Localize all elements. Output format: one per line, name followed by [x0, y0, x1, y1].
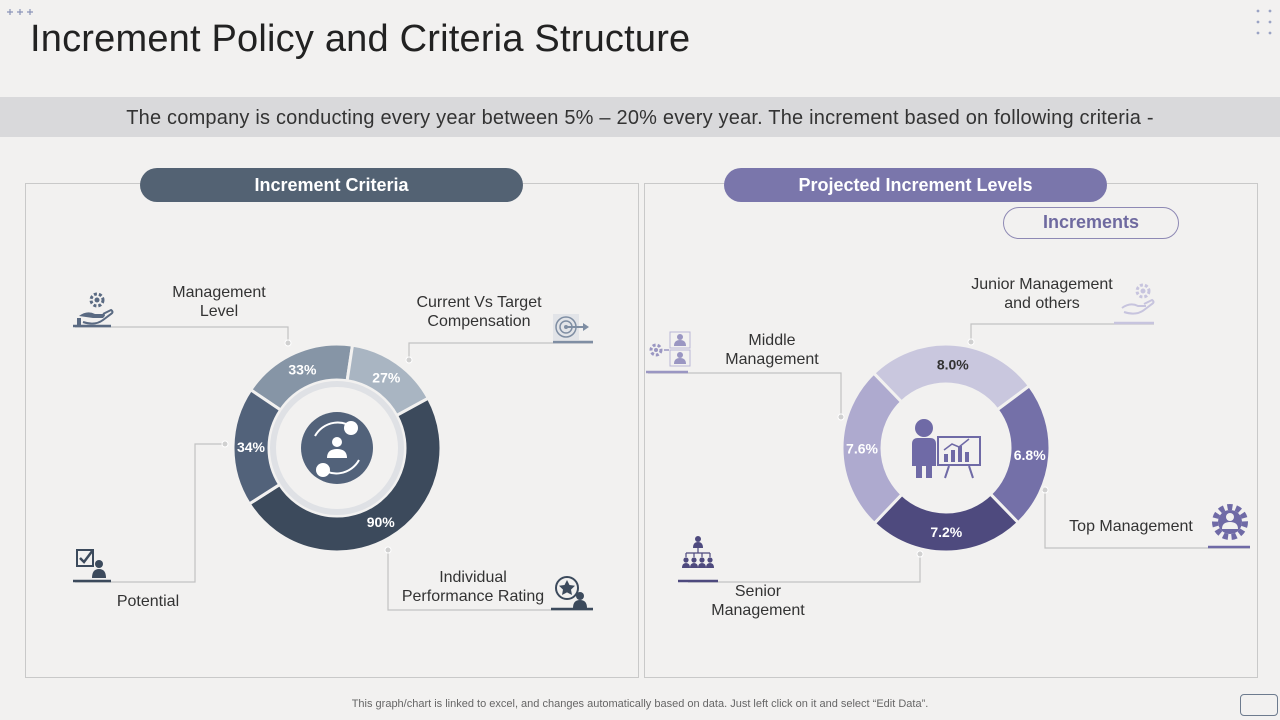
checklist-person-icon [76, 549, 106, 578]
right-donut-value-label: 8.0% [937, 356, 969, 372]
label-individual-performance: Individual Performance Rating [393, 568, 553, 606]
org-chart-icon [682, 536, 714, 568]
right-donut-value-label: 7.6% [846, 440, 878, 456]
label-line: Junior Management [971, 276, 1113, 293]
increments-subheader: Increments [1003, 207, 1179, 239]
left-donut-slice [231, 387, 283, 506]
right-chart: 8.0% 6.8% 7.2% 7.6% [646, 283, 1250, 583]
banner-text: The company is conducting every year bet… [126, 107, 1154, 129]
label-line: Top Management [1069, 518, 1193, 535]
corner-dots-top-right [1254, 8, 1278, 36]
label-potential: Potential [88, 592, 208, 611]
footer-note: This graph/chart is linked to excel, and… [351, 698, 929, 710]
dots-grid-icon [1256, 9, 1272, 35]
label-middle-management: Middle Management [712, 331, 832, 369]
left-connectors [75, 326, 593, 611]
hand-gear-icon [77, 292, 114, 326]
label-line: Current Vs Target [416, 294, 542, 311]
label-line: Management [725, 351, 819, 368]
right-donut-value-label: 6.8% [1014, 447, 1046, 463]
left-donut-value-label: 27% [372, 370, 401, 386]
projected-increment-header: Projected Increment Levels [724, 168, 1107, 202]
right-donut: 8.0% 6.8% 7.2% 7.6% [840, 342, 1052, 554]
hand-gear-light-icon [1121, 283, 1155, 315]
left-chart: 33% 27% 90% 34% [73, 292, 593, 611]
right-donut-slice [840, 371, 905, 526]
label-management-level: Management Level [150, 283, 288, 321]
label-current-vs-target: Current Vs Target Compensation [400, 293, 558, 331]
target-icon [553, 314, 589, 340]
left-donut-value-label: 90% [367, 514, 396, 530]
dots-icon [7, 9, 33, 15]
label-line: Management [172, 284, 266, 301]
gear-person-icon [1212, 504, 1248, 540]
label-line: Management [711, 602, 805, 619]
label-senior-management: Senior Management [698, 582, 818, 620]
label-line: Senior [734, 583, 782, 600]
label-line: Potential [116, 593, 180, 610]
page-title: Increment Policy and Criteria Structure [30, 18, 691, 60]
label-line: and others [1004, 295, 1080, 312]
edit-data-button[interactable] [1240, 694, 1278, 716]
left-donut-value-label: 33% [288, 361, 317, 377]
presenter-board-icon [912, 419, 981, 479]
label-line: Individual [439, 569, 507, 586]
star-award-person-icon [555, 576, 587, 608]
info-banner: The company is conducting every year bet… [0, 97, 1280, 137]
label-top-management: Top Management [1060, 517, 1202, 536]
right-donut-value-label: 7.2% [930, 524, 962, 540]
left-donut-value-label: 34% [237, 439, 266, 455]
increment-criteria-header: Increment Criteria [140, 168, 523, 202]
cycle-person-icon [314, 421, 360, 477]
left-donut: 33% 27% 90% 34% [231, 342, 443, 554]
left-donut-slice [247, 396, 443, 554]
corner-dots-top-left [4, 4, 34, 15]
label-junior-management: Junior Management and others [962, 275, 1122, 313]
label-line: Middle [748, 332, 796, 349]
right-connectors [648, 323, 1250, 583]
label-line: Level [199, 303, 239, 320]
label-line: Compensation [427, 313, 531, 330]
gear-people-icon [649, 331, 691, 367]
label-line: Performance Rating [401, 588, 545, 605]
